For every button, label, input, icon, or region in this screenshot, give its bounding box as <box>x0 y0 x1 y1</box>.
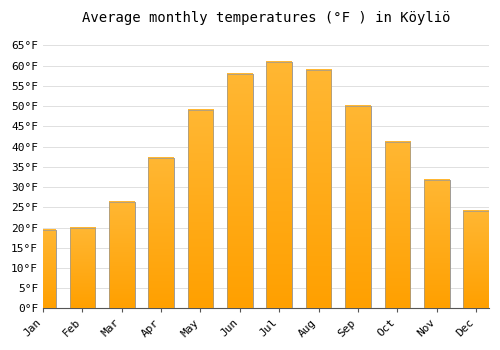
Bar <box>188 110 214 308</box>
Bar <box>345 106 371 308</box>
Bar <box>227 74 252 308</box>
Bar <box>148 158 174 308</box>
Bar <box>266 62 292 308</box>
Bar <box>30 230 56 308</box>
Bar <box>70 228 95 308</box>
Bar <box>464 211 489 308</box>
Bar <box>384 142 410 308</box>
Bar <box>188 110 214 308</box>
Bar <box>70 228 95 308</box>
Bar <box>306 70 332 308</box>
Bar <box>148 158 174 308</box>
Bar <box>306 70 332 308</box>
Bar <box>30 230 56 308</box>
Bar <box>345 106 371 308</box>
Title: Average monthly temperatures (°F ) in Köyliö: Average monthly temperatures (°F ) in Kö… <box>82 11 450 25</box>
Bar <box>464 211 489 308</box>
Bar <box>384 142 410 308</box>
Bar <box>109 202 134 308</box>
Bar <box>266 62 292 308</box>
Bar <box>227 74 252 308</box>
Bar <box>109 202 134 308</box>
Bar <box>424 180 450 308</box>
Bar <box>424 180 450 308</box>
